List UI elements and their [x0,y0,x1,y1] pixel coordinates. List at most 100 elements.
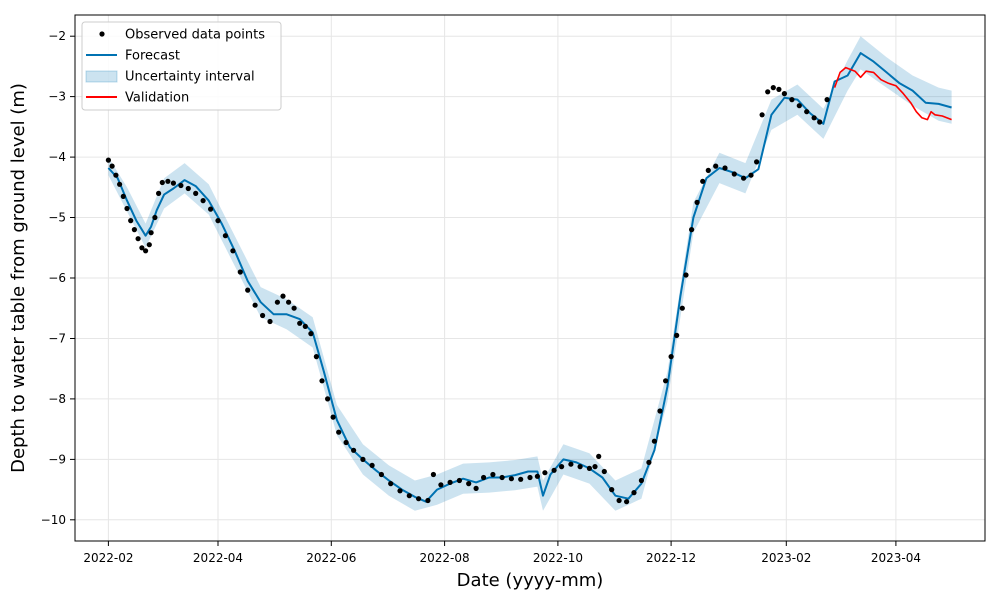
observed-data-point [156,190,162,196]
observed-data-point [663,378,669,384]
observed-data-point [722,165,728,171]
observed-data-point [770,85,776,91]
x-axis-title: Date (yyyy-mm) [457,570,604,591]
observed-data-point [456,477,462,484]
observed-data-point [542,470,548,476]
observed-data-point [378,471,384,478]
grid-lines [75,15,985,541]
observed-data-point [817,119,823,125]
observed-data-point [252,302,258,308]
x-tick-label: 2022-02 [83,551,133,565]
observed-data-point [178,182,184,189]
observed-data-point [159,179,165,186]
x-tick-label: 2022-10 [533,551,583,565]
observed-data-point [165,178,171,184]
legend-label: Uncertainty interval [125,70,255,85]
observed-data-point [765,89,771,95]
observed-data-point [117,181,123,187]
observed-data-point [139,245,145,251]
observed-data-point [700,178,706,184]
observed-data-point [124,205,130,212]
observed-data-point [568,461,574,467]
observed-data-point [668,354,674,360]
observed-data-point [280,293,286,299]
observed-data-point [319,378,325,384]
forecast-line [107,52,952,503]
observed-data-point [313,354,319,360]
observed-data-point [731,171,737,177]
legend-label: Validation [125,91,189,106]
y-tick-label: −6 [48,271,66,285]
observed-data-point [343,439,349,446]
observed-data-point [109,163,115,169]
observed-data-point [152,214,158,221]
observed-data-point [638,477,645,484]
observed-data-point [336,429,342,435]
observed-data-point [267,318,273,325]
observed-data-point [551,467,557,473]
observed-data-point [490,471,496,478]
observed-data-point [705,167,711,173]
observed-data-point [274,299,280,305]
observed-data-point [360,456,366,462]
x-tick-label: 2022-06 [306,551,356,565]
observed-data-point [518,476,524,482]
observed-data-point [759,112,765,118]
observed-data-point [148,230,154,236]
observed-data-point [499,474,505,481]
x-tick-label: 2023-04 [871,551,921,565]
x-tick-label: 2022-04 [193,551,243,565]
observed-data-point [674,332,680,338]
observed-data-point [438,482,444,488]
legend-marker-observed [99,31,105,37]
observed-data-point [689,227,695,233]
observed-data-point [302,323,308,329]
observed-data-point [776,86,782,92]
observed-data-point [754,159,760,165]
observed-data-point [781,91,788,97]
observed-data-point [592,464,598,470]
observed-data-point [683,272,689,278]
observed-data-point [369,462,375,468]
observed-data-point [170,180,176,186]
observed-data-point [679,305,685,311]
observed-data-point [624,499,630,505]
x-axis: 2022-02 2022-04 2022-06 2022-08 2022-10 2022-… [83,541,921,565]
observed-data-point [508,476,514,482]
observed-data-point [297,320,303,326]
observed-data-point [416,496,422,502]
observed-data-point [651,438,658,444]
y-axis: −10 −9 −8 −7 −6 −5 −4 −3 −2 [41,29,75,527]
observed-data-point [208,206,214,212]
observed-data-point [657,408,663,414]
observed-data-point [616,497,622,504]
observed-data-point [631,490,637,496]
y-tick-label: −8 [48,392,66,406]
observed-data-point [397,488,403,494]
y-axis-title: Depth to water table from ground level (… [8,83,29,473]
observed-data-point [120,193,126,199]
observed-data-point [559,464,565,470]
observed-data-point [406,493,412,499]
observed-data-point [748,172,754,178]
observed-data-point [741,175,747,181]
observed-data-point [447,479,453,485]
observed-data-point [601,468,607,475]
observed-data-point [105,157,111,163]
y-tick-label: −10 [41,513,66,527]
observed-data-point [473,485,479,491]
observed-data-point [131,227,137,233]
observed-data-point [466,481,472,487]
observed-data-point [260,312,266,319]
legend: Observed data points Forecast Uncertainty … [81,21,282,111]
observed-data-point [534,473,541,479]
observed-data-point [215,218,221,224]
observed-data-point [481,474,487,481]
observed-data-point [713,163,719,169]
observed-data-point [596,453,602,459]
observed-data-point [146,242,152,248]
observed-data-point [200,198,206,204]
observed-data-point [586,465,593,471]
observed-data-point [824,97,830,103]
